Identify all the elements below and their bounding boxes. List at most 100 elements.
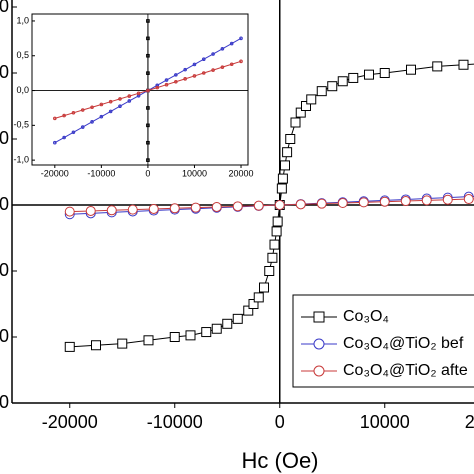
marker bbox=[164, 82, 169, 87]
y-tick-label: 20 bbox=[0, 128, 9, 148]
marker bbox=[301, 101, 311, 111]
marker bbox=[64, 206, 75, 217]
y-tick-label: -40 bbox=[0, 326, 9, 346]
marker bbox=[146, 53, 150, 58]
y-tick-label: 0 bbox=[0, 194, 9, 214]
marker bbox=[229, 41, 234, 46]
marker bbox=[146, 88, 150, 93]
marker bbox=[90, 120, 94, 124]
marker bbox=[458, 59, 469, 70]
marker bbox=[239, 59, 243, 64]
marker bbox=[274, 200, 285, 210]
x-tick-label: 0 bbox=[145, 168, 150, 178]
marker bbox=[277, 173, 288, 184]
x-tick-label: 10000 bbox=[182, 168, 207, 178]
marker bbox=[85, 205, 96, 216]
marker bbox=[183, 67, 187, 72]
x-tick-label: 0 bbox=[275, 412, 285, 432]
marker bbox=[379, 68, 390, 78]
marker bbox=[295, 107, 306, 118]
x-tick-label: -10000 bbox=[147, 412, 203, 432]
marker bbox=[146, 158, 150, 162]
x-tick-label: 20000 bbox=[465, 412, 474, 432]
legend-marker bbox=[313, 311, 325, 323]
marker bbox=[364, 69, 374, 80]
marker bbox=[201, 71, 206, 75]
marker bbox=[146, 19, 150, 23]
legend-label: Co₃O₄@TiO₂ bef bbox=[343, 335, 464, 352]
marker bbox=[108, 109, 113, 114]
marker bbox=[272, 216, 283, 227]
marker bbox=[201, 327, 212, 338]
marker bbox=[117, 338, 128, 349]
marker bbox=[127, 99, 132, 103]
marker bbox=[136, 91, 141, 96]
marker bbox=[348, 72, 359, 83]
marker bbox=[148, 203, 159, 214]
marker bbox=[127, 94, 132, 98]
marker bbox=[316, 86, 327, 97]
marker bbox=[259, 282, 269, 293]
marker bbox=[71, 111, 76, 115]
marker bbox=[53, 140, 57, 145]
marker bbox=[337, 76, 348, 87]
marker bbox=[192, 62, 197, 67]
marker bbox=[62, 113, 66, 118]
marker bbox=[406, 64, 416, 75]
marker bbox=[267, 252, 278, 263]
marker bbox=[118, 97, 122, 101]
marker bbox=[306, 94, 317, 105]
marker bbox=[211, 323, 222, 334]
marker bbox=[155, 85, 160, 90]
marker bbox=[211, 201, 222, 212]
marker bbox=[146, 106, 150, 110]
marker bbox=[192, 74, 197, 78]
marker bbox=[269, 239, 280, 250]
marker bbox=[337, 198, 348, 209]
marker bbox=[146, 71, 150, 75]
marker bbox=[174, 79, 178, 84]
y-tick-label: -0,5 bbox=[13, 120, 29, 130]
marker bbox=[222, 318, 233, 329]
marker bbox=[185, 330, 196, 341]
y-tick-label: 60 bbox=[0, 0, 9, 16]
marker bbox=[164, 78, 169, 82]
marker bbox=[232, 201, 243, 212]
marker bbox=[80, 108, 85, 112]
marker bbox=[62, 135, 66, 140]
y-tick-label: -20 bbox=[0, 260, 9, 280]
marker bbox=[327, 81, 338, 92]
marker bbox=[432, 61, 443, 72]
y-tick-label: -1,0 bbox=[13, 155, 29, 165]
marker bbox=[108, 99, 113, 104]
marker bbox=[316, 198, 327, 209]
y-tick-label: 0,5 bbox=[16, 50, 29, 60]
x-tick-label: -20000 bbox=[41, 168, 69, 178]
marker bbox=[271, 226, 282, 237]
marker bbox=[91, 340, 101, 351]
marker bbox=[295, 199, 306, 210]
marker bbox=[248, 299, 259, 309]
marker bbox=[118, 104, 122, 109]
marker bbox=[169, 332, 180, 342]
legend-label: Co₃O₄ bbox=[343, 308, 389, 325]
legend-marker bbox=[313, 338, 325, 350]
marker bbox=[358, 197, 369, 208]
marker bbox=[232, 313, 243, 324]
marker bbox=[183, 77, 187, 81]
marker bbox=[190, 202, 201, 213]
marker bbox=[253, 292, 264, 303]
x-tick-label: 10000 bbox=[360, 412, 410, 432]
marker bbox=[253, 200, 264, 211]
marker bbox=[64, 341, 75, 352]
legend-label: Co₃O₄@TiO₂ afte bbox=[343, 362, 468, 379]
marker bbox=[421, 195, 432, 206]
marker bbox=[290, 117, 301, 128]
y-tick-label: 1,0 bbox=[16, 15, 29, 25]
x-tick-label: 20000 bbox=[229, 168, 254, 178]
y-tick-label: 0,0 bbox=[16, 85, 29, 95]
marker bbox=[243, 305, 254, 316]
marker bbox=[400, 196, 411, 207]
marker bbox=[276, 183, 287, 194]
marker bbox=[264, 266, 275, 276]
